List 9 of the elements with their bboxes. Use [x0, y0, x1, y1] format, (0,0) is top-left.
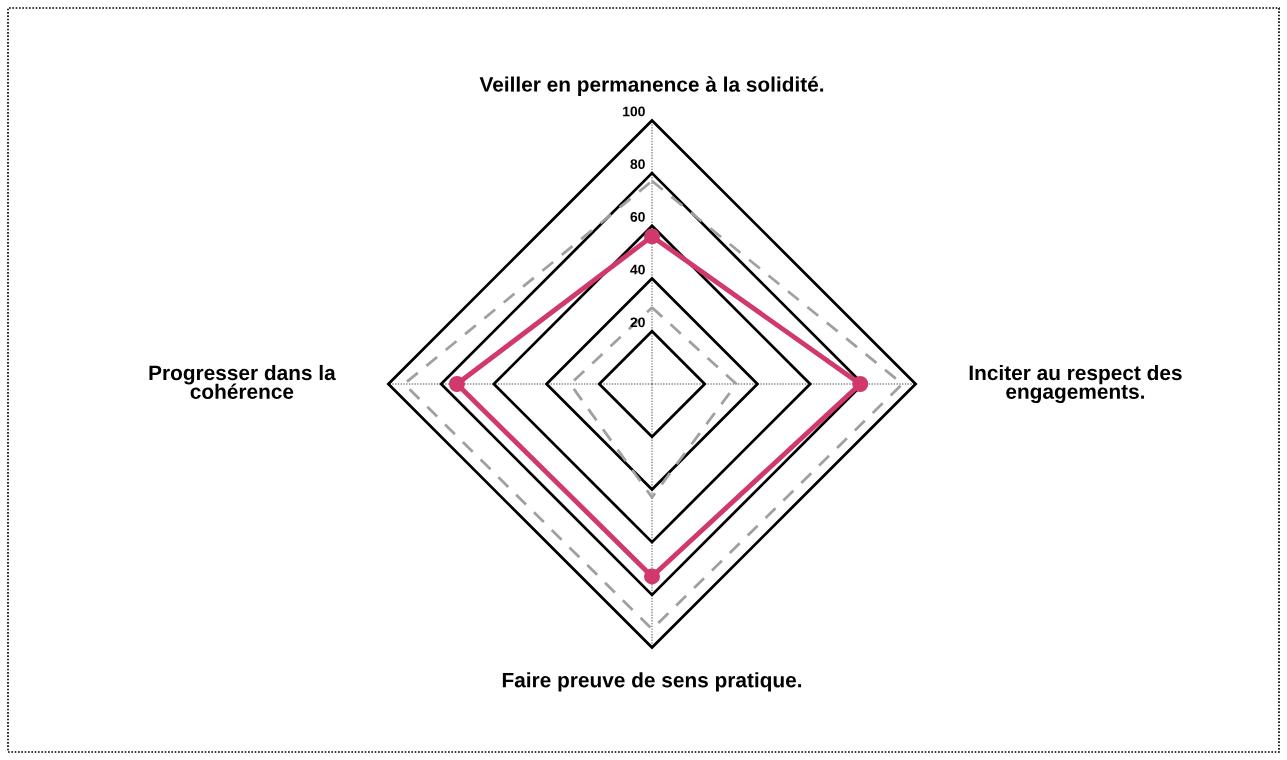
spoke-label: Inciter au respect des engagements.	[969, 364, 1182, 404]
spoke-label: Veiller en permanence à la solidité.	[479, 76, 824, 96]
y-tick-label: 40	[630, 264, 645, 275]
y-tick-label: 60	[630, 211, 645, 222]
spoke-label: Progresser dans la cohérence	[149, 364, 336, 399]
y-tick-label: 80	[630, 159, 645, 170]
y-tick-label: 100	[623, 106, 645, 117]
y-tick-label: 20	[630, 317, 645, 328]
spoke-label: Faire preuve de sens pratique.	[502, 672, 802, 692]
